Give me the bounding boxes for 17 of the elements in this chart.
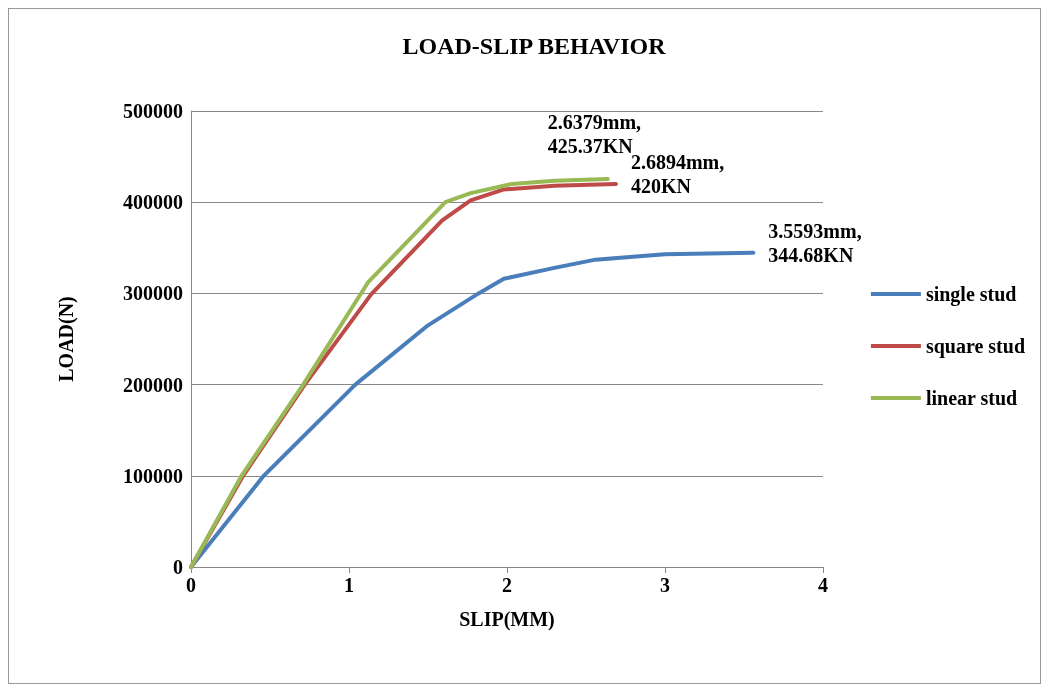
legend-label: linear stud [925,387,1018,409]
y-tick-label: 300000 [123,282,183,305]
x-tick-label: 4 [818,574,828,596]
y-axis-title: LOAD(N) [55,296,78,382]
y-tick-label: 500000 [123,100,183,122]
x-tick-label: 1 [344,574,354,596]
chart-title: LOAD-SLIP BEHAVIOR [402,33,667,59]
y-tick-label: 100000 [123,464,183,487]
x-tick-label: 3 [660,574,670,596]
x-tick-label: 2 [502,574,512,596]
y-tick-label: 0 [173,556,183,578]
y-tick-label: 200000 [123,373,183,396]
x-axis-title: SLIP(MM) [459,608,555,631]
legend-label: square stud [925,335,1026,358]
y-tick-label: 400000 [123,191,183,214]
legend-label: single stud [925,283,1017,306]
annotation: 3.5593mm, 344.68KN [768,219,862,266]
